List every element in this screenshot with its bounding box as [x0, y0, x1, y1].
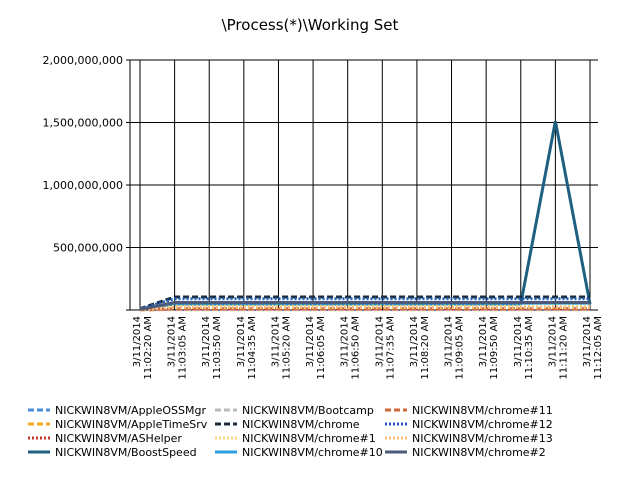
- x-tick-label: 3/11/2014 11:02:20 AM: [132, 316, 154, 380]
- legend-label: NICKWIN8VM/chrome#10: [242, 446, 383, 459]
- x-tick-time: 11:04:35 AM: [247, 316, 258, 380]
- x-tick-date: 3/11/2014: [513, 316, 524, 367]
- x-tick-label: 3/11/2014 11:11:20 AM: [547, 316, 569, 380]
- series-line: [139, 120, 592, 311]
- x-tick-label: 3/11/2014 11:09:05 AM: [444, 316, 466, 380]
- legend-label: NICKWIN8VM/ASHelper: [55, 432, 182, 445]
- legend-label: NICKWIN8VM/chrome#13: [412, 432, 553, 445]
- x-tick-label: 3/11/2014 11:06:50 AM: [340, 316, 362, 380]
- y-tick-label: 1,000,000,000: [43, 179, 123, 192]
- x-tick-time: 11:03:50 AM: [212, 316, 223, 380]
- x-tick-time: 11:09:50 AM: [489, 316, 500, 380]
- x-tick-date: 3/11/2014: [132, 316, 143, 367]
- y-tick-label: 1,500,000,000: [43, 117, 123, 130]
- series-line: [139, 295, 590, 311]
- series-line: [139, 306, 590, 311]
- x-tick-date: 3/11/2014: [305, 316, 316, 367]
- x-tick-date: 3/11/2014: [340, 316, 351, 367]
- x-tick-time: 11:07:35 AM: [385, 316, 396, 380]
- x-tick-time: 11:03:05 AM: [178, 316, 189, 380]
- legend-label: NICKWIN8VM/chrome#2: [412, 446, 546, 459]
- x-tick-date: 3/11/2014: [374, 316, 385, 367]
- x-tick-label: 3/11/2014 11:08:20 AM: [409, 316, 431, 380]
- x-tick-label: 3/11/2014 11:04:35 AM: [236, 316, 258, 380]
- x-tick-date: 3/11/2014: [547, 316, 558, 367]
- x-tick-date: 3/11/2014: [582, 316, 593, 367]
- x-tick-label: 3/11/2014 11:07:35 AM: [374, 316, 396, 380]
- x-tick-time: 11:06:50 AM: [351, 316, 362, 380]
- x-tick-label: 3/11/2014 11:10:35 AM: [513, 316, 535, 380]
- x-tick-label: 3/11/2014 11:12:05 AM: [582, 316, 604, 380]
- x-tick-time: 11:05:20 AM: [281, 316, 292, 380]
- legend-label: NICKWIN8VM/chrome#1: [242, 432, 376, 445]
- x-tick-date: 3/11/2014: [236, 316, 247, 367]
- legend-label: NICKWIN8VM/chrome#11: [412, 404, 553, 417]
- legend-label: NICKWIN8VM/AppleTimeSrv: [55, 418, 208, 431]
- x-tick-time: 11:06:05 AM: [316, 316, 327, 380]
- x-tick-label: 3/11/2014 11:06:05 AM: [305, 316, 327, 380]
- chart-title: \Process(*)\Working Set: [222, 16, 399, 34]
- x-tick-date: 3/11/2014: [167, 316, 178, 367]
- y-tick-label: 2,000,000,000: [43, 54, 123, 67]
- x-tick-label: 3/11/2014 11:05:20 AM: [270, 316, 292, 380]
- series-line: [139, 301, 590, 311]
- legend-label: NICKWIN8VM/chrome: [242, 418, 360, 431]
- x-tick-time: 11:08:20 AM: [420, 316, 431, 380]
- x-tick-date: 3/11/2014: [270, 316, 281, 367]
- x-tick-date: 3/11/2014: [409, 316, 420, 367]
- y-tick-label: 500,000,000: [53, 242, 123, 255]
- x-tick-label: 3/11/2014 11:09:50 AM: [478, 316, 500, 380]
- x-tick-time: 11:02:20 AM: [143, 316, 154, 380]
- x-tick-label: 3/11/2014 11:03:05 AM: [167, 316, 189, 380]
- legend-label: NICKWIN8VM/chrome#12: [412, 418, 553, 431]
- legend-label: NICKWIN8VM/Bootcamp: [242, 404, 374, 417]
- x-tick-date: 3/11/2014: [444, 316, 455, 367]
- x-tick-time: 11:11:20 AM: [558, 316, 569, 380]
- x-tick-time: 11:09:05 AM: [455, 316, 466, 380]
- legend-label: NICKWIN8VM/BoostSpeed: [55, 446, 197, 459]
- x-tick-date: 3/11/2014: [478, 316, 489, 367]
- series-line: [139, 297, 590, 311]
- x-tick-label: 3/11/2014 11:03:50 AM: [201, 316, 223, 380]
- x-tick-date: 3/11/2014: [201, 316, 212, 367]
- x-tick-time: 11:10:35 AM: [524, 316, 535, 380]
- legend-label: NICKWIN8VM/AppleOSSMgr: [55, 404, 206, 417]
- x-tick-time: 11:12:05 AM: [593, 316, 604, 380]
